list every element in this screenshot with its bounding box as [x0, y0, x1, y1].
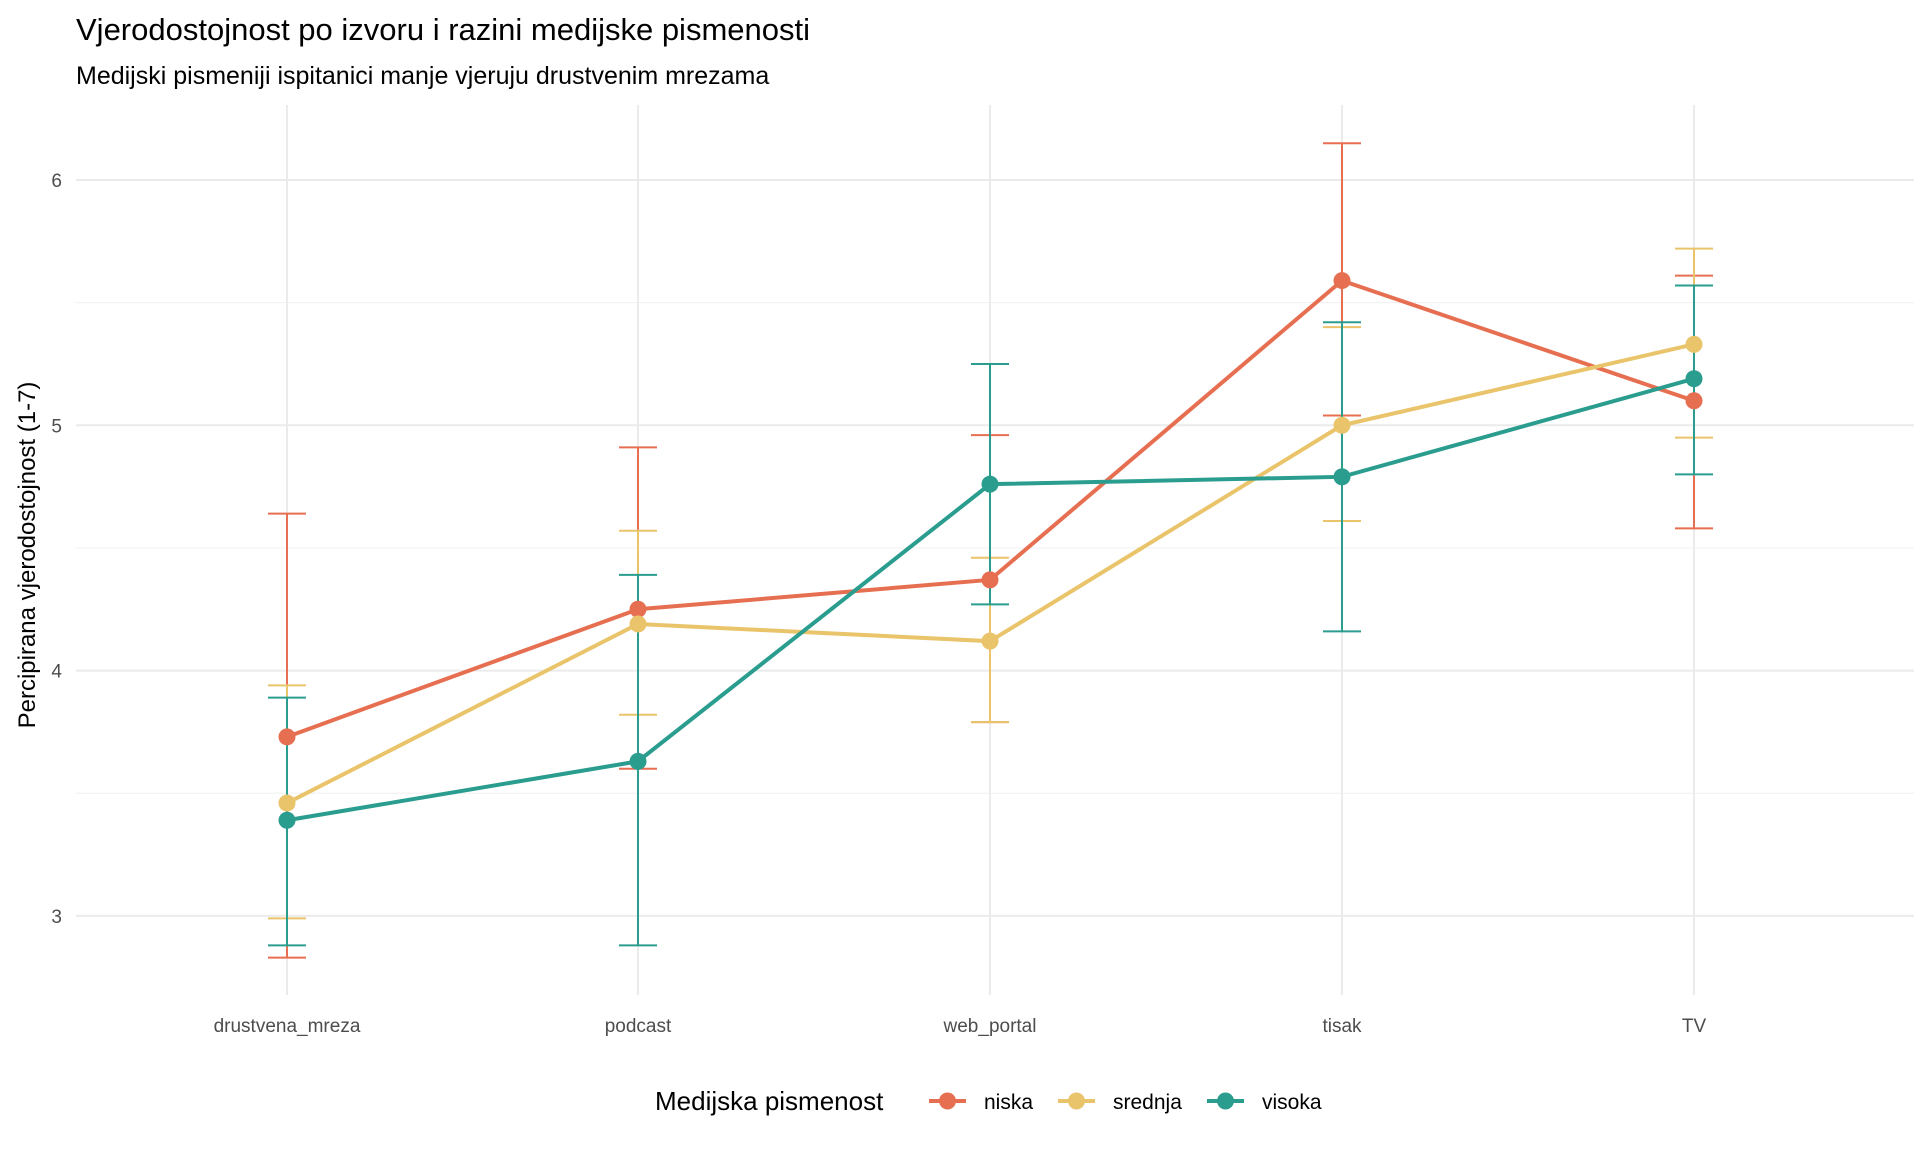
data-point-visoka [1333, 468, 1351, 486]
legend-title: Medijska pismenost [655, 1086, 884, 1116]
data-point-visoka [1685, 370, 1703, 388]
series-line-group-srednja [278, 335, 1703, 812]
data-point-niska [981, 571, 999, 589]
legend-label-srednja: srednja [1113, 1091, 1182, 1114]
series-line-group-niska [278, 272, 1703, 746]
x-axis-ticks: drustvena_mreza podcast web_portal tisak TV [214, 1016, 1707, 1037]
x-tick-label: web_portal [943, 1016, 1037, 1037]
x-tick-label: TV [1682, 1016, 1707, 1037]
data-point-visoka [278, 811, 296, 829]
y-tick-label: 4 [51, 662, 62, 683]
data-point-srednja [1333, 416, 1351, 434]
series-layer [268, 142, 1713, 959]
x-tick-label: drustvena_mreza [214, 1016, 361, 1037]
legend-item-niska: niska [929, 1091, 1033, 1114]
data-point-srednja [278, 794, 296, 812]
x-tick-label: podcast [605, 1016, 672, 1037]
data-point-niska [1685, 392, 1703, 410]
data-point-srednja [629, 615, 647, 633]
y-axis-ticks: 3 4 5 6 [51, 171, 62, 928]
y-tick-label: 6 [51, 171, 62, 192]
y-tick-label: 5 [51, 416, 62, 437]
legend-key-point-niska [939, 1092, 956, 1110]
data-point-niska [629, 600, 647, 618]
legend: Medijska pismenost niska srednja visoka [655, 1086, 1322, 1116]
data-point-niska [278, 728, 296, 746]
data-point-niska [1333, 272, 1351, 290]
data-point-visoka [629, 752, 647, 770]
x-tick-label: tisak [1322, 1016, 1362, 1037]
legend-key-point-visoka [1217, 1092, 1234, 1110]
data-point-srednja [981, 632, 999, 650]
legend-key-point-srednja [1068, 1092, 1085, 1110]
series-line-group-visoka [278, 370, 1703, 829]
legend-item-srednja: srednja [1058, 1091, 1182, 1114]
y-tick-label: 3 [51, 907, 62, 928]
chart-title: Vjerodostojnost po izvoru i razini medij… [76, 12, 810, 47]
y-axis-title: Percipirana vjerodostojnost (1-7) [14, 382, 41, 729]
data-point-visoka [981, 475, 999, 493]
grid [76, 105, 1914, 995]
legend-label-visoka: visoka [1262, 1091, 1322, 1114]
legend-label-niska: niska [984, 1091, 1033, 1114]
data-point-srednja [1685, 335, 1703, 353]
legend-item-visoka: visoka [1207, 1091, 1322, 1114]
chart-subtitle: Medijski pismeniji ispitanici manje vjer… [76, 62, 769, 90]
